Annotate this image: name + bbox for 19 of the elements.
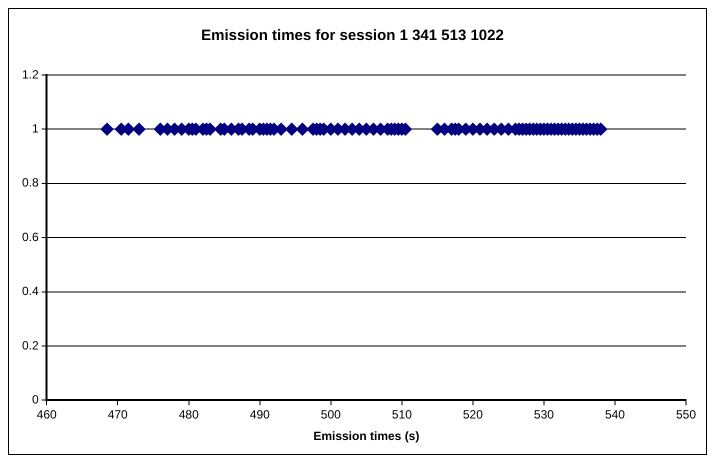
x-tick-label: 480: [178, 408, 200, 422]
y-tick-label: 0.4: [22, 284, 39, 298]
x-tick-label: 530: [534, 408, 554, 422]
x-tick-label: 540: [604, 408, 626, 422]
x-tick-label: 490: [250, 408, 270, 422]
x-tick-label: 550: [676, 408, 696, 422]
x-axis-title: Emission times (s): [313, 429, 420, 444]
y-tick-label: 0.8: [22, 176, 39, 190]
x-tick-label: 470: [108, 408, 128, 422]
x-tick-label: 520: [462, 408, 484, 422]
y-tick-label: 0.6: [22, 230, 39, 244]
x-tick-label: 460: [36, 408, 58, 422]
y-tick-label: 0.2: [22, 338, 39, 352]
x-tick-label: 500: [320, 408, 342, 422]
y-tick-label: 1: [32, 122, 39, 136]
x-tick-label: 510: [392, 408, 412, 422]
y-tick-label: 0: [32, 392, 39, 407]
chart-title: Emission times for session 1 341 513 1022: [201, 27, 504, 44]
y-tick-label: 1.2: [22, 67, 39, 82]
